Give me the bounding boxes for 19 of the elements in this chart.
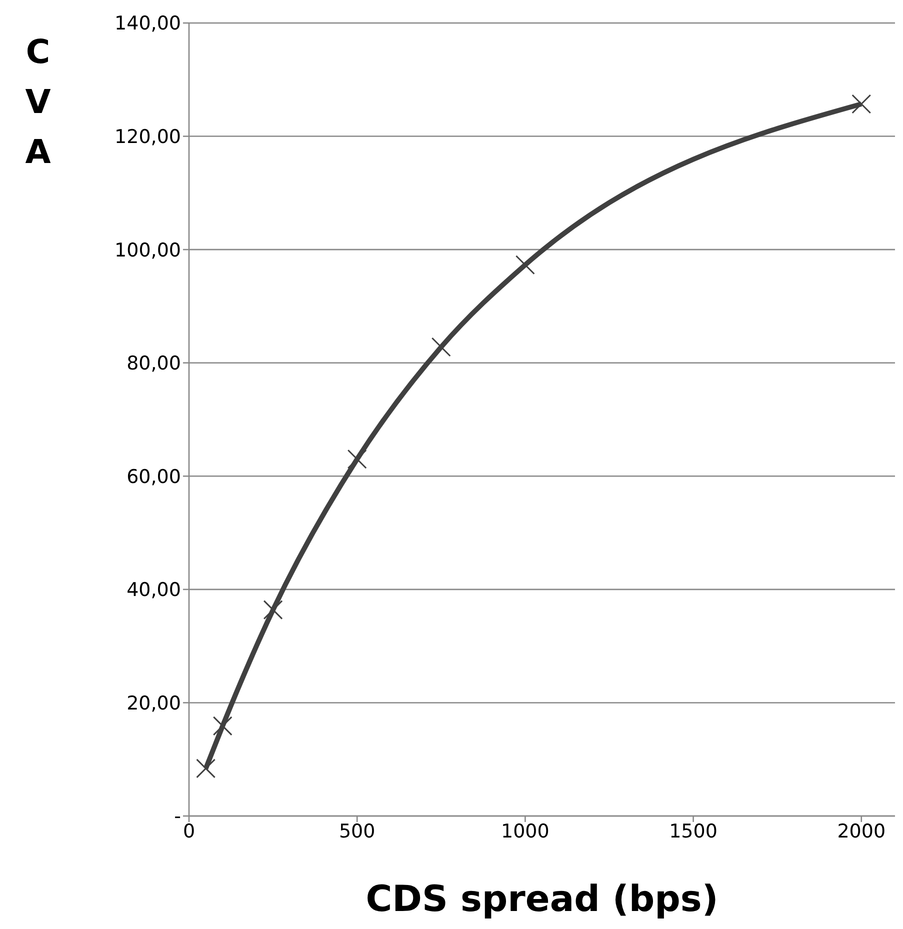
x-tick-label: 1000 xyxy=(501,820,550,842)
y-axis-title: CVA xyxy=(25,32,52,171)
y-tick-label: 80,00 xyxy=(126,352,181,375)
y-tick-label: 100,00 xyxy=(114,239,181,262)
x-tick-label: 500 xyxy=(338,820,376,842)
x-axis-title: CDS spread (bps) xyxy=(366,879,718,920)
x-tick-label: 2000 xyxy=(837,820,886,842)
point xyxy=(852,94,872,114)
y-tick-label: 40,00 xyxy=(126,579,181,602)
point xyxy=(212,716,232,736)
y-tick-label: 120,00 xyxy=(114,126,181,148)
y-tick-label: 60,00 xyxy=(126,466,181,488)
y-tick-label: - xyxy=(174,806,181,828)
point xyxy=(196,758,216,778)
y-tick-label: 20,00 xyxy=(126,692,181,714)
x-tick-label: 1500 xyxy=(669,820,718,842)
x-tick-label: 0 xyxy=(182,820,196,842)
point xyxy=(263,600,283,620)
y-tick-label: 140,00 xyxy=(114,12,181,35)
